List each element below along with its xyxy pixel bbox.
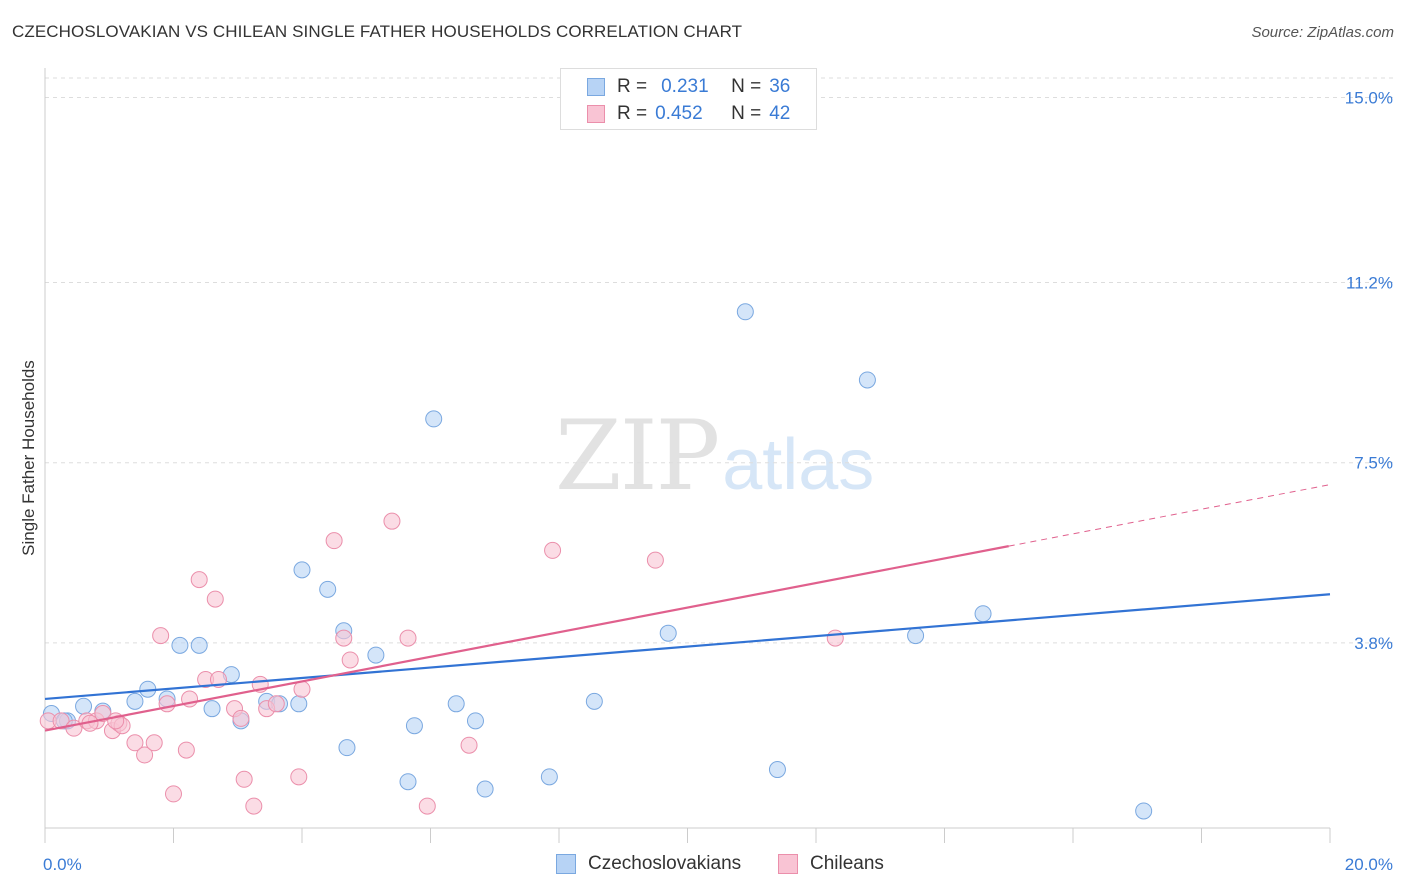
chileans-point <box>126 734 144 752</box>
chileans-point <box>544 541 562 559</box>
legend-r-label: R = <box>617 103 648 124</box>
chileans-point <box>136 746 154 764</box>
czechoslovakians-point <box>974 605 992 623</box>
czechoslovakians-point <box>585 692 603 710</box>
chileans-point <box>190 571 208 589</box>
trend-line-0 <box>44 593 1331 701</box>
chileans-point <box>245 797 263 815</box>
chileans-point <box>646 551 664 569</box>
chileans-point <box>341 651 359 669</box>
tick-labels: 3.8% 7.5% 11.2% 15.0% 0.0% 20.0% <box>43 88 1393 874</box>
chart-title: CZECHOSLOVAKIAN VS CHILEAN SINGLE FATHER… <box>12 22 743 41</box>
x-tick-label: 20.0% <box>1345 855 1393 874</box>
chileans-point <box>335 629 353 647</box>
czechoslovakians-point <box>659 624 677 642</box>
source-label: Source: ZipAtlas.com <box>1251 24 1394 41</box>
chileans-point <box>826 629 844 647</box>
czechoslovakians-point <box>466 712 484 730</box>
chileans-point <box>165 785 182 803</box>
trend-line-1 <box>44 545 1009 732</box>
chileans-point <box>235 770 253 788</box>
trend-lines <box>44 484 1331 732</box>
legend-r-value: 0.452 <box>655 103 703 124</box>
czechoslovakians-point <box>126 692 144 710</box>
chileans-point <box>152 627 170 645</box>
bottom-legend-chileans[interactable]: Chileans <box>778 852 884 876</box>
czechoslovakians-point <box>367 646 385 664</box>
czechoslovakians-points <box>42 303 1153 820</box>
czechoslovakians-point <box>907 627 925 645</box>
y-tick-label: 3.8% <box>1354 634 1393 653</box>
chileans-points <box>39 512 844 815</box>
chileans-point <box>383 512 401 530</box>
chileans-point <box>232 709 250 727</box>
czechoslovakians-point <box>171 636 189 654</box>
czechoslovakians-point <box>768 761 786 779</box>
watermark: ZIPatlas <box>555 400 874 512</box>
czechoslovakians-point <box>736 303 754 321</box>
legend-n-value: 42 <box>769 103 791 124</box>
chileans-point <box>293 680 311 698</box>
y-tick-label: 11.2% <box>1346 274 1393 293</box>
bottom-swatch-czechoslovakians <box>556 854 576 874</box>
czechoslovakians-point <box>1135 802 1153 820</box>
legend-n-label: N = <box>731 103 762 124</box>
chileans-point <box>290 768 308 786</box>
chileans-point <box>177 741 195 759</box>
legend-r-value: 0.231 <box>661 76 709 97</box>
y-tick-label: 7.5% <box>1354 454 1393 473</box>
chileans-point <box>460 736 478 754</box>
chileans-point <box>94 705 112 723</box>
chileans-point <box>206 590 224 608</box>
czechoslovakians-point <box>203 700 221 718</box>
czechoslovakians-point <box>540 768 558 786</box>
watermark-atlas: atlas <box>722 425 875 505</box>
czechoslovakians-point <box>858 371 876 389</box>
grid-layer <box>45 77 1395 644</box>
chileans-point <box>418 797 436 815</box>
trend-line-dashed-1 <box>1008 484 1331 547</box>
czechoslovakians-point <box>447 695 465 713</box>
czechoslovakians-point <box>293 561 311 579</box>
bottom-swatch-chileans <box>778 854 798 874</box>
bottom-legend-label: Chileans <box>810 853 884 874</box>
legend-n-value: 36 <box>769 76 791 97</box>
chileans-point <box>399 629 417 647</box>
axis-layer <box>44 68 1331 843</box>
chileans-point <box>267 695 285 713</box>
czechoslovakians-point <box>290 695 308 713</box>
legend-r-label: R = <box>617 76 648 97</box>
bottom-legend-label: Czechoslovakians <box>588 853 742 874</box>
chileans-point <box>52 712 70 730</box>
legend-n-label: N = <box>731 76 762 97</box>
x-tick-label: 0.0% <box>43 855 82 874</box>
czechoslovakians-point <box>405 717 423 735</box>
legend-row-czechoslovakians: R = 0.231 N = 36 <box>587 76 790 98</box>
czechoslovakians-point <box>190 636 208 654</box>
watermark-zip: ZIP <box>555 400 720 512</box>
legend-swatch-chileans <box>587 105 605 123</box>
chileans-point <box>145 734 163 752</box>
bottom-legend-czechoslovakians[interactable]: Czechoslovakians <box>556 852 741 876</box>
czechoslovakians-point <box>476 780 494 798</box>
czechoslovakians-point <box>319 580 337 598</box>
chileans-point <box>325 532 343 550</box>
czechoslovakians-point <box>425 410 443 428</box>
czechoslovakians-point <box>75 697 93 715</box>
czechoslovakians-point <box>338 739 356 757</box>
y-tick-label: 15.0% <box>1345 88 1393 107</box>
stats-legend: R = 0.231 N = 36 R = 0.452 N = 42 <box>560 68 817 130</box>
legend-row-chileans: R = 0.452 N = 42 <box>587 103 790 125</box>
czechoslovakians-point <box>399 773 417 791</box>
legend-swatch-czechoslovakians <box>587 78 605 96</box>
